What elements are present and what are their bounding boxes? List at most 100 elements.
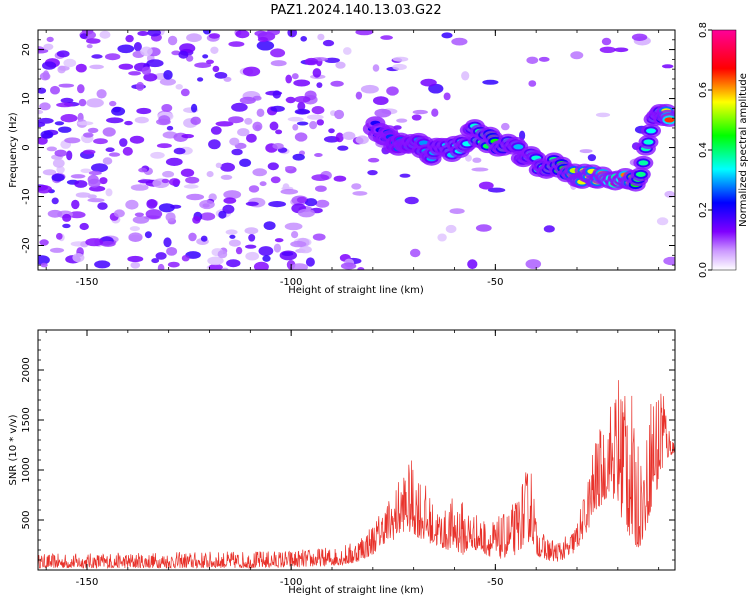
heatmap-cell [93,138,108,145]
heatmap-cell [334,109,345,120]
heatmap-cell [646,128,657,134]
heatmap-cell [340,262,357,270]
heatmap-cell [312,68,322,78]
heatmap-cell [86,38,101,44]
heatmap-cell [528,80,537,87]
heatmap-cell [111,106,126,116]
heatmap-cell [165,157,183,166]
heatmap-cell [245,244,257,249]
heatmap-cell [46,36,54,43]
heatmap-cell [263,221,276,231]
heatmap-cell [51,173,65,182]
y-tick-label: 1500 [21,407,32,432]
heatmap-cell [186,193,205,201]
heatmap-cell [134,116,149,124]
heatmap-cell [136,81,145,91]
heatmap-cell [83,132,94,138]
heatmap-cell [226,259,241,268]
heatmap-cell [125,199,139,210]
heatmap-cell [215,121,234,127]
heatmap-cell [166,247,178,256]
heatmap-cell [229,137,240,146]
heatmap-cell [315,199,330,208]
heatmap-cell [102,157,113,165]
heatmap-cell [231,148,243,156]
heatmap-cell [244,227,259,235]
heatmap-cell [75,63,87,73]
heatmap-cell [170,204,182,209]
heatmap-cell [270,48,286,58]
heatmap-cell [239,96,256,104]
heatmap-cell [109,100,117,107]
heatmap-cell [478,181,494,190]
heatmap-cell [212,65,220,73]
heatmap-cell [467,259,478,270]
heatmap-cell [471,167,489,172]
heatmap-cell [664,190,675,198]
heatmap-cell [656,217,669,226]
heatmap-cell [100,240,116,247]
heatmap-cell [411,114,422,121]
heatmap-cell [51,197,59,205]
heatmap-x-label: Height of straight line (km) [288,285,424,296]
heatmap-cell [117,44,135,54]
snr-x-ticks: -150 -100 -50 [45,330,660,588]
heatmap-cell [305,257,315,267]
heatmap-cell [138,167,148,173]
y-tick-label: -20 [21,237,32,253]
heatmap-cell [87,127,99,133]
heatmap-cell [129,226,140,232]
heatmap-cell [262,255,271,262]
heatmap-cell [161,104,173,112]
heatmap-cell [97,202,108,210]
heatmap-cell [256,40,275,51]
heatmap-cell [357,267,365,270]
heatmap-cell [316,119,324,126]
heatmap-cell [290,240,307,248]
heatmap-cell [244,117,253,125]
heatmap-y-ticks: -20 -10 0 10 20 [21,29,675,266]
heatmap-cell [175,84,183,90]
heatmap-cell [428,83,444,94]
heatmap-cell [208,33,221,39]
snr-y-label: SNR (10 * v/v) [8,414,19,485]
heatmap-cell [465,154,472,162]
heatmap-cell [482,79,499,85]
heatmap-cell [146,59,164,68]
heatmap-cell [472,157,482,163]
heatmap-cell [248,234,256,242]
heatmap-cell [570,51,584,60]
heatmap-cell [220,174,233,180]
heatmap-cell [80,168,92,174]
heatmap-cell [291,263,308,270]
heatmap-cell [128,232,143,242]
heatmap-cell [77,121,94,126]
heatmap-cell [317,33,325,41]
heatmap-cell [136,107,152,115]
heatmap-cell [179,43,196,54]
heatmap-cell [294,96,311,103]
heatmap-cell [304,198,318,207]
heatmap-cell [38,117,54,124]
heatmap-cell [215,162,222,168]
heatmap-cell [461,71,470,81]
heatmap-cell [105,147,115,152]
heatmap-cell [284,222,303,231]
heatmap-frame [37,29,676,271]
heatmap-cell [294,132,308,142]
y-tick-label: -10 [21,188,32,204]
heatmap-cell [304,57,319,66]
heatmap-cell [443,92,451,101]
heatmap-cell [445,224,457,234]
colorbar-tick-label: 0.6 [698,82,709,98]
snr-x-label: Height of straight line (km) [288,585,424,596]
colorbar-tick-label: 0.4 [698,142,709,158]
heatmap-cell [42,70,50,80]
heatmap-cell [595,112,611,118]
heatmap-cell [287,30,297,38]
heatmap-cell [39,102,51,111]
snr-panel: -150 -100 -50 500 1000 1500 2000 Height of st… [8,329,676,596]
heatmap-cell [225,229,238,235]
heatmap-cell [105,188,113,197]
